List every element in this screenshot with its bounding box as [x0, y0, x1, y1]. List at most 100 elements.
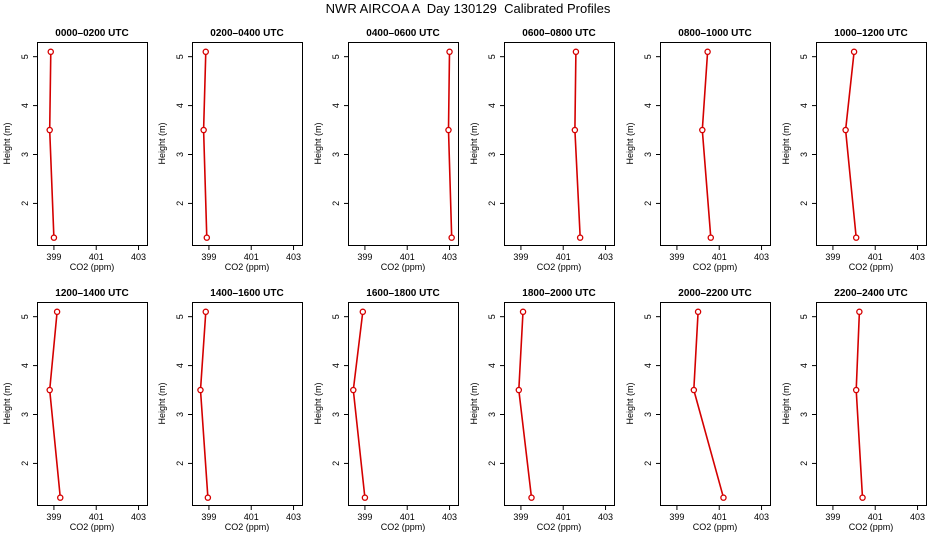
panel-9-series-line-0 — [352, 311, 366, 498]
panel-6-point-0 — [850, 48, 858, 56]
panel-9-point-1 — [350, 386, 357, 394]
panel-5-ytick-label-0: 2 — [643, 201, 653, 206]
panel-8-title: 1400–1600 UTC — [210, 288, 283, 299]
panel-3-ylabel: Height (m) — [313, 122, 323, 164]
panel-12-point-1 — [852, 386, 860, 394]
panel-4-point-0 — [572, 48, 580, 56]
panel-10-ytick-label-3: 5 — [487, 314, 497, 319]
panel-1-xtick-label-1: 401 — [89, 252, 104, 262]
panel-4-ytick-label-2: 4 — [487, 103, 497, 108]
panel-3-ytick-label-2: 4 — [331, 103, 341, 108]
panel-10-frame — [504, 302, 615, 506]
panel-2-xtick-label-1: 401 — [244, 252, 259, 262]
panel-11-xlabel: CO2 (ppm) — [693, 522, 738, 532]
panel-2-xlabel: CO2 (ppm) — [225, 262, 270, 272]
panel-12-ytick-label-3: 5 — [799, 314, 809, 319]
panel-10-xtick-label-1: 401 — [556, 512, 571, 522]
panel-8-xtick-label-0: 399 — [201, 512, 216, 522]
panel-6-point-2 — [852, 234, 860, 241]
panel-2-point-1 — [200, 126, 207, 134]
panel-3-point-2 — [448, 234, 455, 241]
panel-2-point-0 — [202, 48, 209, 56]
panel-7-xtick-label-1: 401 — [89, 512, 104, 522]
panel-2-xtick-label-2: 403 — [286, 252, 301, 262]
panel-10-point-2 — [528, 494, 535, 501]
panel-8-ytick-label-1: 3 — [175, 412, 185, 417]
panel-12-xtick-label-2: 403 — [910, 512, 925, 522]
panel-9-ytick-label-0: 2 — [331, 461, 341, 466]
panel-6-ytick-label-0: 2 — [799, 201, 809, 206]
panel-1-ylabel: Height (m) — [2, 122, 12, 164]
panel-7-ytick-label-2: 4 — [20, 363, 30, 368]
panel-9-ytick-label-2: 4 — [331, 363, 341, 368]
panel-11-ytick-label-1: 3 — [643, 412, 653, 417]
panel-6-frame — [816, 42, 927, 246]
panel-3-ytick-label-0: 2 — [331, 201, 341, 206]
panel-9-xtick-label-0: 399 — [357, 512, 372, 522]
panel-1-point-2 — [50, 234, 58, 241]
panel-6-xtick-label-1: 401 — [868, 252, 883, 262]
panel-5-ytick-label-3: 5 — [643, 54, 653, 59]
panel-12-xlabel: CO2 (ppm) — [849, 522, 894, 532]
panel-8-xtick-label-1: 401 — [244, 512, 259, 522]
panel-11-xtick-label-2: 403 — [754, 512, 769, 522]
panel-4-frame — [504, 42, 615, 246]
panel-7-point-1 — [46, 386, 53, 394]
panel-7-ytick-label-3: 5 — [20, 314, 30, 319]
panel-2-point-2 — [203, 234, 211, 241]
panel-9-ylabel: Height (m) — [313, 382, 323, 424]
panel-4-ytick-label-0: 2 — [487, 201, 497, 206]
panel-4-ytick-label-3: 5 — [487, 54, 497, 59]
panel-10-xlabel: CO2 (ppm) — [537, 522, 582, 532]
panel-3-series-line-0 — [447, 51, 453, 238]
panel-3-title: 0400–0600 UTC — [366, 28, 439, 39]
panel-12-series-line-0 — [855, 311, 864, 498]
panel-11-xtick-label-1: 401 — [712, 512, 727, 522]
panel-6-point-1 — [842, 126, 849, 134]
panel-2-title: 0200–0400 UTC — [210, 28, 283, 39]
panel-3-point-1 — [445, 126, 452, 134]
panel-1-xtick-label-0: 399 — [46, 252, 61, 262]
panel-6-xlabel: CO2 (ppm) — [849, 262, 894, 272]
panel-1-point-1 — [46, 126, 53, 134]
panel-8-ytick-label-3: 5 — [175, 314, 185, 319]
panel-5-point-2 — [707, 234, 715, 241]
panel-11-ylabel: Height (m) — [625, 382, 635, 424]
panel-12-point-0 — [856, 308, 863, 316]
panel-1-xlabel: CO2 (ppm) — [70, 262, 115, 272]
panel-3-xtick-label-2: 403 — [442, 252, 457, 262]
panel-3-xlabel: CO2 (ppm) — [381, 262, 426, 272]
panel-7-ylabel: Height (m) — [2, 382, 12, 424]
panel-4-point-2 — [576, 234, 584, 241]
panel-12-ylabel: Height (m) — [781, 382, 791, 424]
panel-8-point-1 — [197, 386, 204, 394]
panel-11-frame — [660, 302, 771, 506]
panel-7-xtick-label-0: 399 — [46, 512, 61, 522]
panel-11-xtick-label-0: 399 — [669, 512, 684, 522]
panel-12-xtick-label-1: 401 — [868, 512, 883, 522]
panel-4-xlabel: CO2 (ppm) — [537, 262, 582, 272]
panel-2-ytick-label-2: 4 — [175, 103, 185, 108]
panel-5-frame — [660, 42, 771, 246]
panel-2-xtick-label-0: 399 — [201, 252, 216, 262]
panel-9-xtick-label-2: 403 — [442, 512, 457, 522]
panel-5-point-1 — [699, 126, 706, 134]
panel-8-ytick-label-2: 4 — [175, 363, 185, 368]
panel-11-point-2 — [720, 494, 727, 501]
panel-8-frame — [192, 302, 303, 506]
panel-10-xtick-label-2: 403 — [598, 512, 613, 522]
panel-1-series-line-0 — [48, 51, 55, 238]
panel-5-xtick-label-1: 401 — [712, 252, 727, 262]
panel-7-series-line-0 — [48, 311, 62, 498]
panel-7-point-0 — [53, 308, 61, 316]
panel-11-title: 2000–2200 UTC — [678, 288, 751, 299]
panel-4-ylabel: Height (m) — [469, 122, 479, 164]
panel-6-ytick-label-1: 3 — [799, 152, 809, 157]
panel-4-point-1 — [571, 126, 579, 134]
panel-5-ylabel: Height (m) — [625, 122, 635, 164]
panel-11-ytick-label-2: 4 — [643, 363, 653, 368]
panel-10-ytick-label-0: 2 — [487, 461, 497, 466]
panel-6-xtick-label-0: 399 — [825, 252, 840, 262]
figure-title: NWR AIRCOA A Day 130129 Calibrated Profi… — [325, 1, 611, 16]
